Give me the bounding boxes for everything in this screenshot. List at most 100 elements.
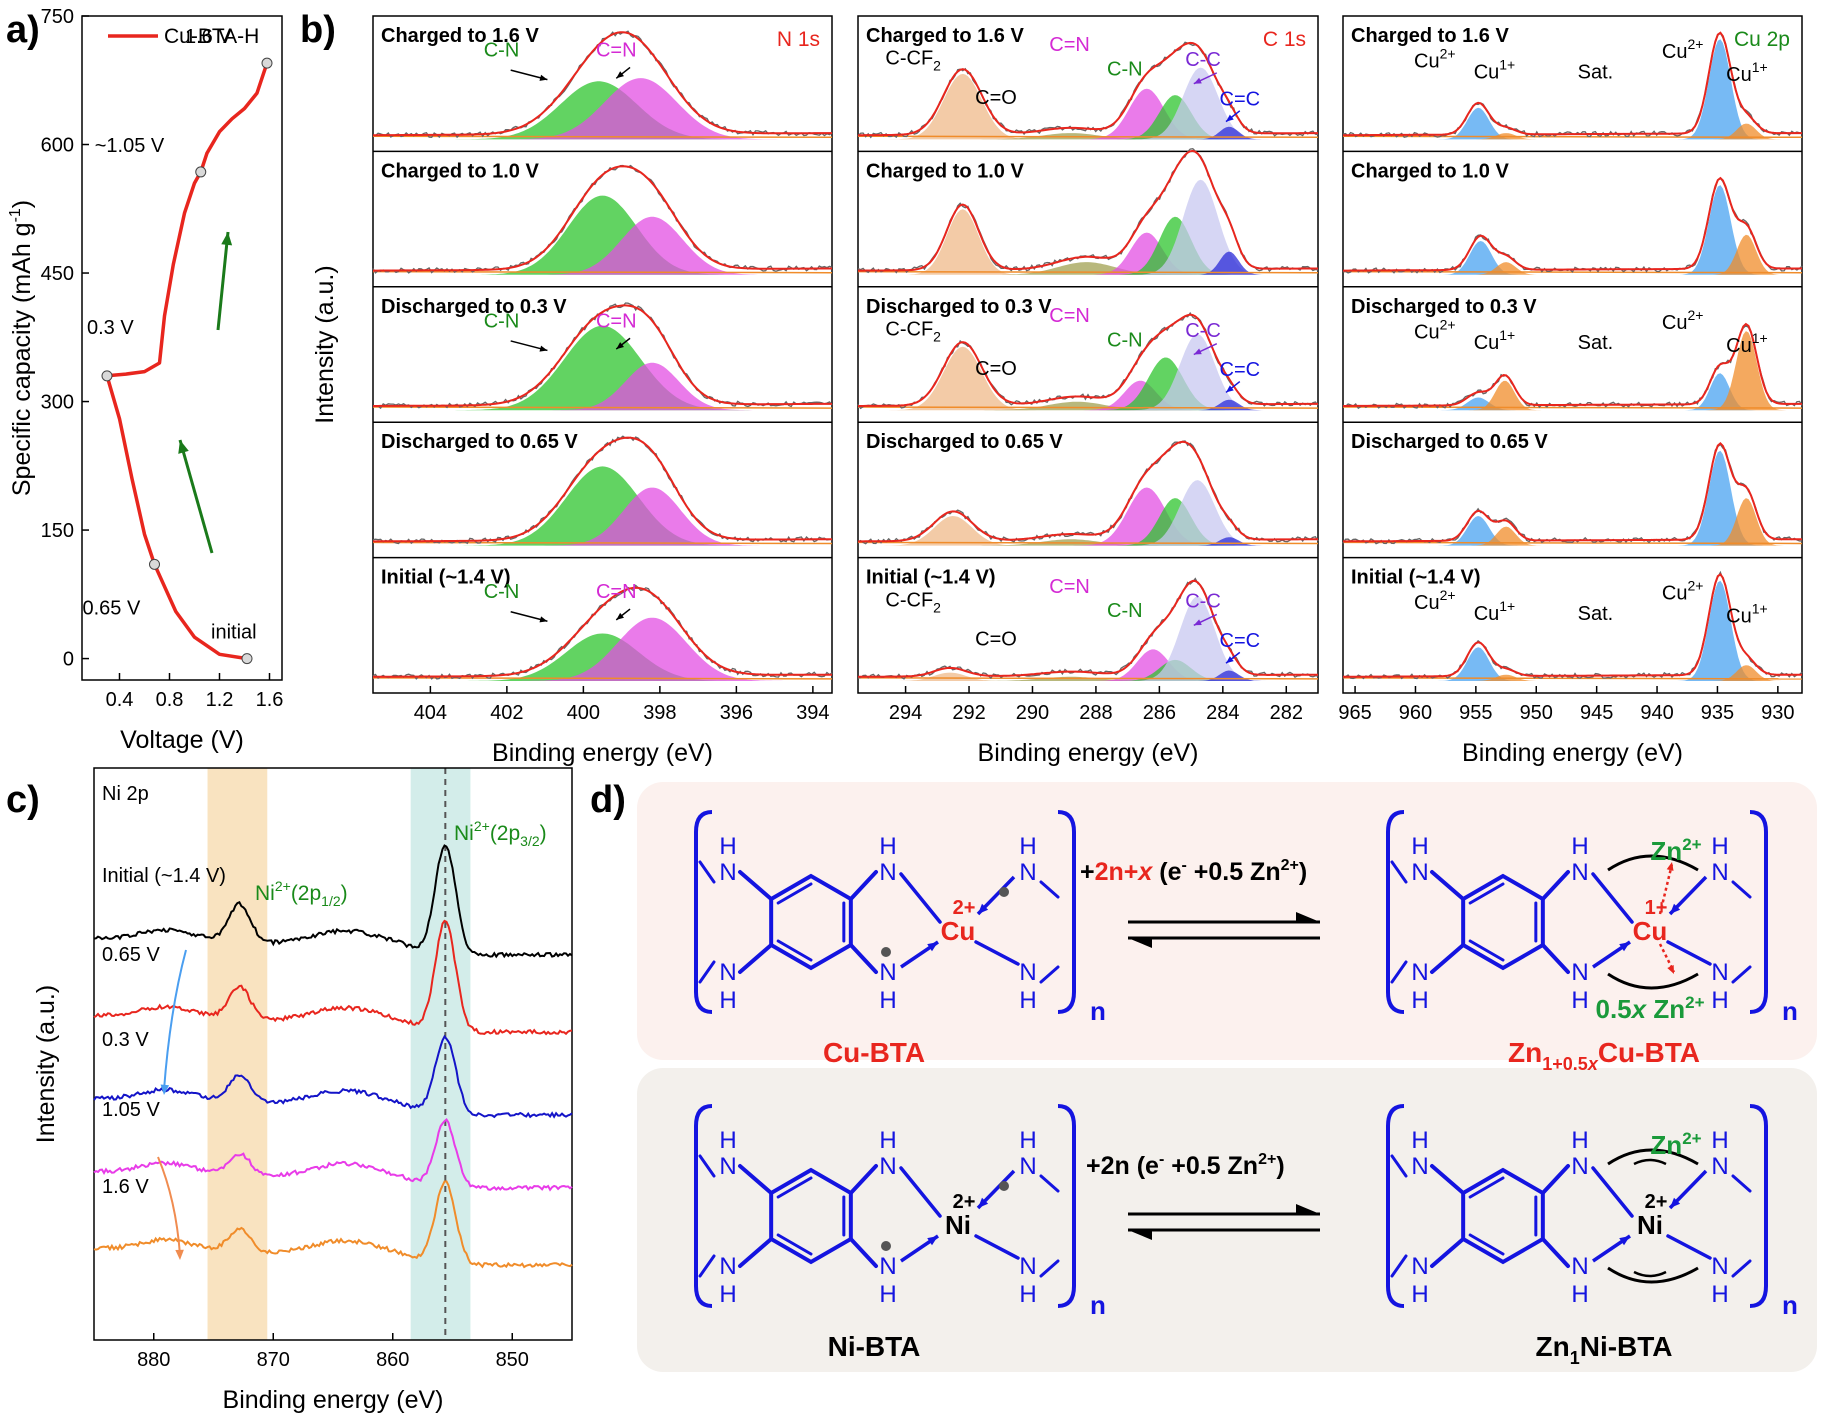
fitted-peak-cn xyxy=(373,195,832,275)
compound-name-ni-bta: Ni-BTA xyxy=(828,1331,921,1362)
name-sub: 1 xyxy=(1570,1348,1580,1368)
fitted-peak-cc xyxy=(858,179,1318,275)
atom-h: H xyxy=(719,1281,736,1308)
zn-dotted-arrow-head xyxy=(1666,862,1674,871)
zn-dotted-arrow-head xyxy=(1667,965,1674,974)
peak-annotation-text: C-N xyxy=(1107,329,1143,351)
atom-n: N xyxy=(1019,859,1036,886)
metal-charge: 2+ xyxy=(953,1191,976,1213)
bond xyxy=(776,882,813,905)
atom-n: N xyxy=(719,959,736,986)
peak-annotation-text: C=N xyxy=(596,581,637,603)
row-label: Charged to 1.6 V xyxy=(866,25,1024,47)
zn-text: Zn xyxy=(1650,1130,1682,1160)
metal-atom: Ni xyxy=(945,1210,971,1240)
row-label: Charged to 1.0 V xyxy=(1351,160,1509,182)
peak-annotation: C=N xyxy=(596,310,637,332)
bottom-scheme-background xyxy=(637,1068,1817,1372)
peak-annotation: Cu2+ xyxy=(1414,45,1456,72)
bond xyxy=(1039,1259,1060,1278)
peak-annotation-sup: 1+ xyxy=(1499,598,1515,614)
peak-annotation-text: Sat. xyxy=(1578,603,1614,625)
panel-label-a: a) xyxy=(6,9,40,51)
peak-annotation: Cu2+ xyxy=(1662,578,1704,605)
bond xyxy=(698,1154,716,1178)
peak-annotation: Sat. xyxy=(1578,603,1614,625)
panel-frame xyxy=(372,15,833,694)
spectrum-line xyxy=(93,1034,573,1119)
fitted-envelope xyxy=(1343,322,1802,407)
bond xyxy=(1039,1174,1060,1193)
peak-annotation-text: C-CF xyxy=(885,48,933,70)
fitted-envelope xyxy=(373,304,832,407)
fitted-peak-cu1 xyxy=(1343,331,1802,411)
peak-annotation-text: C-C xyxy=(1185,49,1221,71)
fitted-envelope xyxy=(373,31,832,137)
series-label: 1.6 V xyxy=(102,1176,149,1198)
zn-interaction-arc xyxy=(1607,1148,1699,1166)
fitted-peak-cu2 xyxy=(1343,580,1802,681)
reaction-sup: 2+ xyxy=(1258,1151,1276,1168)
bond xyxy=(1731,880,1752,899)
peak-annotation-text: Cu xyxy=(1662,312,1688,334)
marker-label: 0.65 V xyxy=(83,597,141,619)
spectrum-title: C 1s xyxy=(1263,28,1306,51)
reaction-text: (e xyxy=(1152,858,1181,886)
peak-label-2p12: Ni2+(2p1/2) xyxy=(255,878,348,909)
y-axis-label: Intensity (a.u.) xyxy=(311,265,339,423)
peak-annotation-sup: 1+ xyxy=(1499,56,1515,72)
bond xyxy=(738,870,774,901)
fitted-peak-cc xyxy=(858,334,1318,411)
peak-annotation: C-N xyxy=(484,40,520,62)
spectrum-line xyxy=(93,919,573,1036)
background-line xyxy=(857,135,1319,139)
atom-n: N xyxy=(879,1253,896,1280)
peak-annotation-sup: 2+ xyxy=(1687,36,1703,52)
bond xyxy=(974,1234,1020,1260)
bond xyxy=(738,1164,774,1195)
background-line xyxy=(857,406,1319,409)
bond xyxy=(1039,965,1060,984)
peak-annotation: C-N xyxy=(484,581,520,603)
spectrum-title: Ni 2p xyxy=(102,783,149,805)
bond xyxy=(1390,1154,1408,1178)
name-sub-var: x xyxy=(1587,1054,1599,1074)
peak-annotation-sup: 2+ xyxy=(1687,307,1703,323)
bond xyxy=(1430,943,1466,974)
bond xyxy=(1731,965,1752,984)
bracket xyxy=(1386,810,1405,1014)
peak-annotation-text: Cu xyxy=(1726,606,1752,628)
compound-name-zn-ni-bta: Zn1Ni-BTA xyxy=(1535,1331,1672,1368)
fitted-peak-cc xyxy=(858,126,1318,140)
atom-n: N xyxy=(719,1153,736,1180)
bracket xyxy=(1057,810,1076,1014)
series-line-cu-bta-h xyxy=(105,62,269,661)
peak-annotation-sup: 2+ xyxy=(1440,587,1456,603)
peak-annotation-sub: 2 xyxy=(933,58,941,74)
peak-annotation-text: Cu xyxy=(1414,50,1440,72)
background-line xyxy=(857,677,1319,680)
peak-annotation: C-CF2 xyxy=(885,48,941,74)
bond xyxy=(1666,940,1712,966)
peak-annotation-text: Cu xyxy=(1726,335,1752,357)
fitted-envelope xyxy=(373,586,832,678)
y-tick-label: 450 xyxy=(41,263,74,285)
peak-label-text: ) xyxy=(341,882,348,905)
name-text: Zn xyxy=(1535,1331,1569,1362)
atom-h: H xyxy=(879,987,896,1014)
x-tick-label: 940 xyxy=(1640,702,1673,724)
reaction-text: +0.5 Zn xyxy=(1187,858,1281,886)
zn-interaction-arc xyxy=(1607,1266,1699,1284)
x-tick-label: 286 xyxy=(1143,702,1176,724)
coordination-arrow-head xyxy=(927,1236,938,1246)
x-tick-label: 930 xyxy=(1761,702,1794,724)
coordination-arrow-head xyxy=(1670,903,1681,914)
peak-label-sub: 1/2 xyxy=(321,893,341,909)
fitted-peak-cu2 xyxy=(1343,450,1802,546)
row-label: Charged to 1.6 V xyxy=(381,25,539,47)
peak-annotation: Cu1+ xyxy=(1474,56,1516,83)
fitted-envelope xyxy=(373,165,832,272)
zn-text: Zn xyxy=(1646,994,1685,1024)
fitted-peak-cn xyxy=(373,78,832,140)
